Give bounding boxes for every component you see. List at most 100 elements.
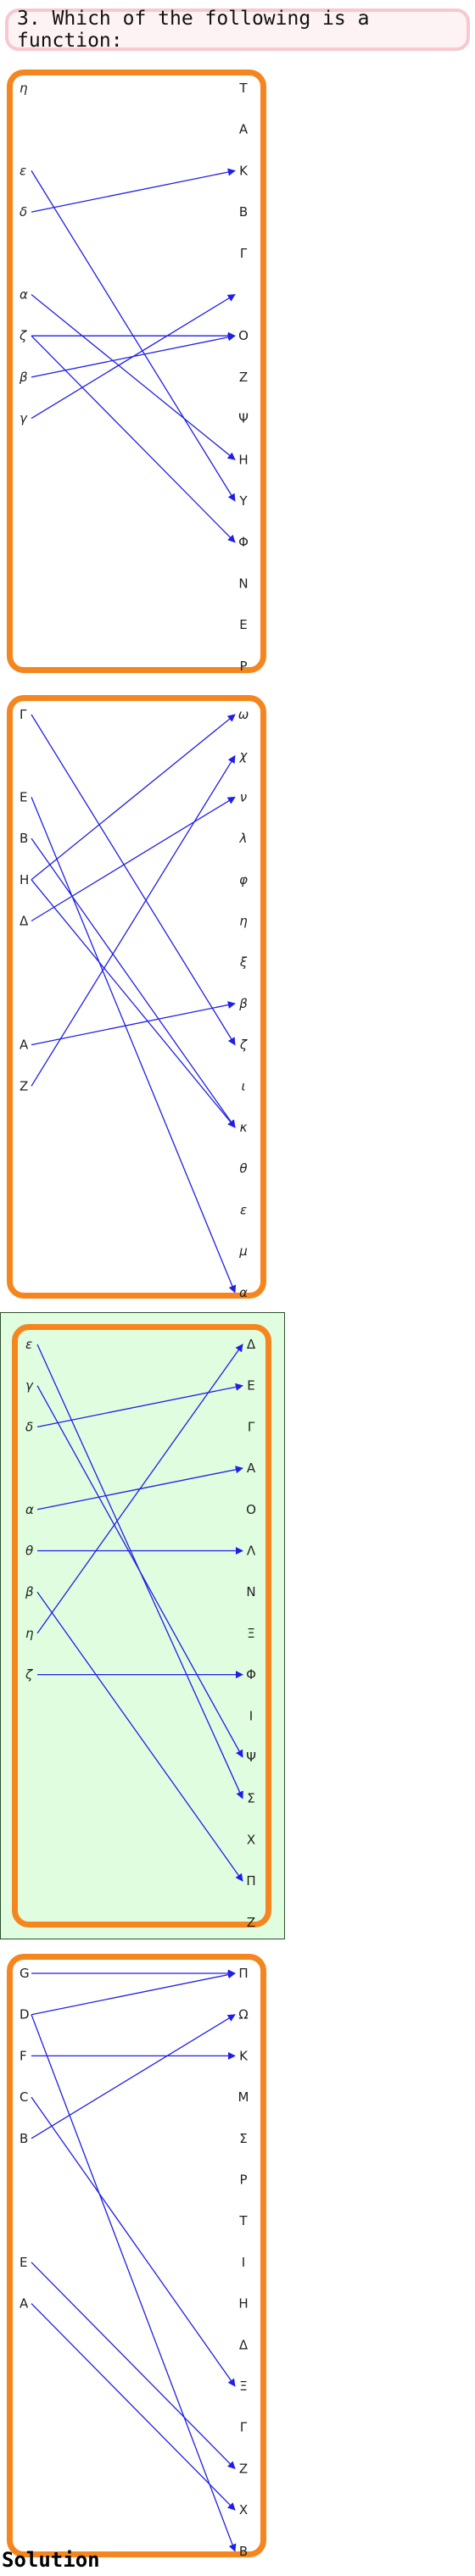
codomain-label: μ: [238, 1243, 248, 1259]
domain-label: E: [20, 789, 27, 804]
selected-answer-highlight: [0, 1312, 285, 1939]
domain-label: δ: [25, 1419, 33, 1434]
codomain-label: ξ: [239, 954, 248, 970]
domain-label: B: [20, 2131, 28, 2146]
domain-label: β: [25, 1584, 34, 1600]
mapping-arrow: [31, 2096, 236, 2387]
codomain-label: Ψ: [246, 1750, 256, 1765]
domain-label: δ: [20, 204, 27, 220]
codomain-label: A: [239, 122, 249, 137]
codomain-label: β: [238, 996, 248, 1011]
codomain-label: E: [239, 617, 247, 632]
codomain-label: K: [239, 163, 249, 178]
codomain-label: λ: [239, 831, 248, 846]
codomain-label: I: [242, 2255, 245, 2270]
codomain-label: Σ: [239, 2131, 247, 2146]
mapping-arrow: [31, 796, 236, 922]
domain-label: β: [19, 370, 28, 385]
mapping-arrow: [31, 2303, 236, 2511]
codomain-label: Δ: [247, 1337, 256, 1352]
domain-label: C: [20, 2089, 28, 2105]
codomain-label: H: [238, 452, 248, 467]
domain-label: Γ: [20, 707, 27, 722]
codomain-label: N: [246, 1584, 255, 1600]
domain-label: ζ: [25, 1667, 33, 1683]
codomain-label: Ξ: [247, 1626, 254, 1641]
codomain-label: M: [238, 2089, 249, 2105]
mapping-diagram: ε γ δ α θ β η ζ Δ E Γ A O Λ N Ξ Φ I Ψ Σ X Π Z: [25, 1337, 256, 1930]
domain-label: ε: [20, 163, 26, 178]
mapping-arrow: [36, 1385, 243, 1758]
mapping-arrow: [31, 754, 236, 1087]
codomain-label: K: [239, 2048, 249, 2063]
codomain-label: α: [239, 1285, 248, 1300]
codomain-label: B: [239, 204, 248, 220]
codomain-label: Z: [247, 1915, 255, 1930]
codomain-label: φ: [239, 872, 248, 887]
mapping-arrow: [31, 1971, 236, 2016]
codomain-label: Σ: [247, 1791, 254, 1806]
mapping-arrow: [31, 168, 236, 213]
solution-heading: Solution: [2, 2548, 100, 2572]
mapping-option-1[interactable]: η ε δ α ζ β γ T A K B Γ O Z Ψ H Y Φ N E P: [7, 70, 266, 674]
codomain-label: Γ: [240, 246, 248, 261]
domain-label: D: [20, 2007, 30, 2022]
domain-label: B: [20, 831, 28, 846]
codomain-label: Γ: [248, 1419, 255, 1434]
domain-label: Z: [20, 1078, 28, 1093]
domain-label: H: [20, 872, 29, 887]
mapping-arrow: [31, 837, 236, 1128]
mapping-arrow: [36, 1383, 243, 1428]
mapping-arrow: [31, 2014, 236, 2139]
codomain-label: Z: [239, 370, 248, 385]
codomain-label: X: [239, 2502, 248, 2518]
codomain-label: X: [247, 1832, 255, 1847]
codomain-label: Ψ: [238, 411, 249, 426]
domain-label: α: [25, 1502, 34, 1517]
mapping-diagram: η ε δ α ζ β γ T A K B Γ O Z Ψ H Y Φ N E P: [19, 81, 249, 674]
mapping-arrow: [31, 2014, 237, 2552]
codomain-label: χ: [239, 748, 249, 764]
domain-label: γ: [25, 1378, 34, 1394]
codomain-label: Ξ: [239, 2378, 247, 2394]
codomain-label: Z: [239, 2461, 248, 2476]
mapping-option-3[interactable]: ε γ δ α θ β η ζ Δ E Γ A O Λ N Ξ Φ I Ψ Σ X Π Z: [12, 1324, 271, 1930]
domain-label: η: [25, 1626, 34, 1641]
domain-label: A: [20, 1038, 29, 1053]
domain-label: η: [20, 81, 28, 96]
mapping-diagram: G D F C B E A Π Ω K M Σ P T I H Δ Ξ Γ Z X B: [20, 1966, 249, 2559]
mapping-arrow: [31, 293, 236, 460]
domain-label: γ: [20, 411, 28, 426]
codomain-label: A: [247, 1460, 256, 1476]
domain-label: α: [20, 287, 28, 303]
codomain-label: ω: [238, 707, 249, 722]
codomain-label: T: [238, 81, 248, 96]
mapping-diagram: Γ E B H Δ A Zω χ ν λ φ η ξ β ζ ι κ θ ε μ α: [20, 707, 249, 1300]
codomain-label: ε: [240, 1202, 247, 1217]
domain-label: ζ: [19, 328, 27, 343]
codomain-label: θ: [239, 1161, 247, 1177]
codomain-label: Λ: [247, 1544, 256, 1559]
mapping-arrow: [31, 335, 236, 543]
codomain-label: ι: [241, 1078, 245, 1093]
question-text: 3. Which of the following is a function:: [5, 8, 470, 52]
codomain-label: O: [238, 328, 249, 343]
codomain-label: Π: [246, 1873, 255, 1889]
mapping-option-4[interactable]: G D F C B E A Π Ω K M Σ P T I H Δ Ξ Γ Z X B: [7, 1954, 266, 2559]
codomain-label: Ω: [238, 2007, 248, 2022]
codomain-label: ν: [240, 789, 247, 804]
domain-label: A: [20, 2296, 29, 2312]
codomain-label: Φ: [238, 535, 249, 550]
codomain-label: N: [238, 576, 248, 591]
mapping-arrow: [31, 879, 236, 1128]
codomain-label: Δ: [239, 2337, 249, 2352]
mapping-arrow: [36, 1591, 243, 1882]
codomain-label: Φ: [246, 1667, 256, 1683]
codomain-label: Π: [238, 1966, 248, 1981]
domain-label: G: [20, 1966, 30, 1981]
codomain-label: ζ: [239, 1038, 248, 1053]
codomain-label: B: [239, 2544, 248, 2559]
codomain-label: κ: [240, 1120, 248, 1135]
codomain-label: I: [249, 1708, 253, 1723]
